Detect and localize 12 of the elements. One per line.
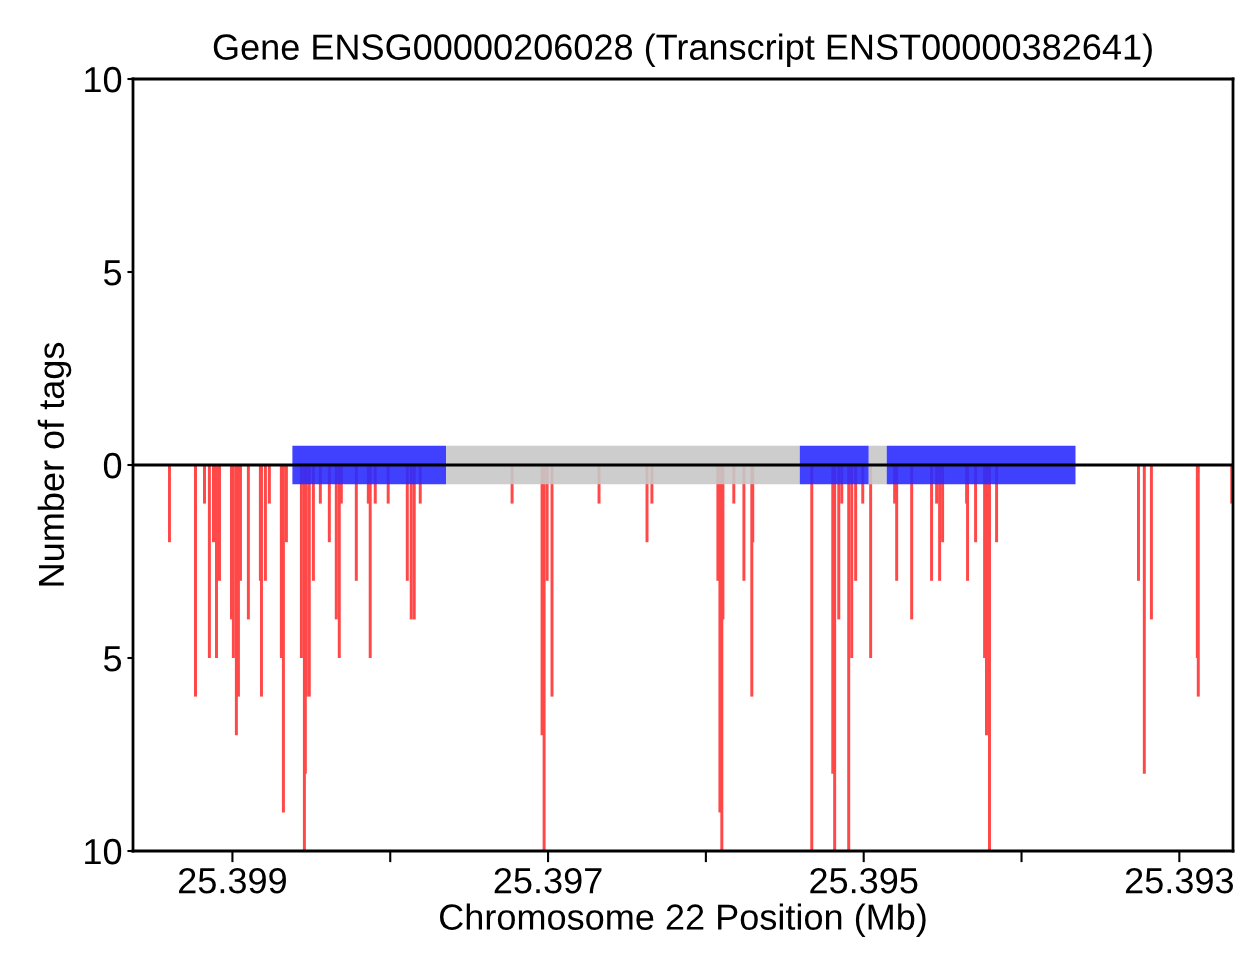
y-tick-label: 5 — [103, 260, 122, 286]
y-tick-label: 10 — [85, 66, 122, 93]
y-tick-label: 5 — [103, 646, 122, 672]
x-tick-label: 25.399 — [179, 867, 286, 894]
x-axis-title: Chromosome 22 Position (Mb) — [440, 903, 926, 938]
x-tick-label: 25.393 — [1125, 867, 1233, 894]
x-tick-label: 25.395 — [810, 867, 918, 894]
y-tick-label: 10 — [85, 838, 122, 865]
x-tick-label: 25.397 — [494, 867, 602, 894]
y-tick-label: 0 — [103, 452, 122, 479]
chart-title: Gene ENSG00000206028 (Transcript ENST00000382641) — [213, 33, 1152, 68]
y-axis-title: Number of tags — [37, 342, 72, 586]
